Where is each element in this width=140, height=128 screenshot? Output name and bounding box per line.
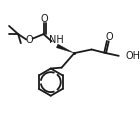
Text: OH: OH — [125, 51, 140, 61]
Text: O: O — [106, 32, 114, 42]
Text: NH: NH — [49, 35, 64, 45]
Polygon shape — [56, 44, 74, 53]
Text: O: O — [41, 14, 48, 24]
Text: O: O — [25, 35, 33, 45]
